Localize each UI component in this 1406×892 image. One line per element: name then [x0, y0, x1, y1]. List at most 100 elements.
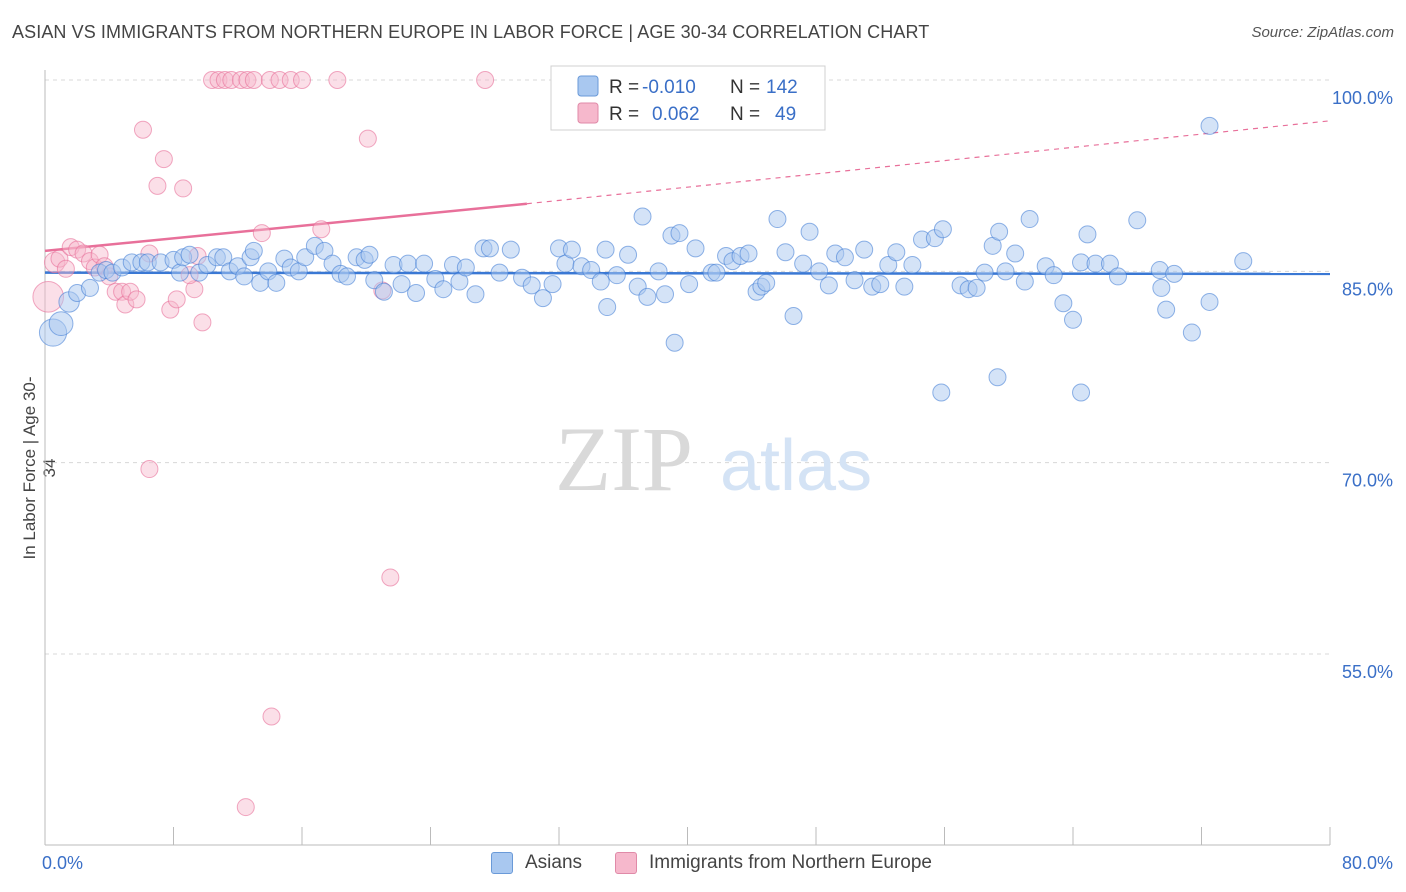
point-immigrants: [148, 176, 167, 195]
x-tick-label-min: 0.0%: [42, 853, 83, 873]
point-immigrants: [80, 252, 99, 271]
point-immigrants: [90, 245, 109, 264]
tick-labels: 55.0% 70.0% 85.0% 100.0% 0.0% 80.0%: [42, 88, 1393, 873]
point-asians: [757, 273, 776, 292]
point-asians: [434, 280, 453, 299]
point-asians: [337, 267, 356, 286]
point-asians: [656, 285, 675, 304]
point-asians: [170, 263, 189, 282]
point-immigrants: [244, 71, 263, 89]
point-immigrants: [203, 71, 222, 89]
bottom-legend-label-immigrants: Immigrants from Northern Europe: [649, 852, 932, 873]
point-asians: [562, 240, 581, 259]
point-immigrants: [328, 71, 347, 89]
y-tick-label: 85.0%: [1342, 279, 1393, 299]
legend: R = -0.010 N = 142 R = 0.062 N = 49: [550, 65, 826, 131]
point-immigrants: [121, 282, 140, 301]
point-immigrants: [140, 460, 159, 479]
legend-n-immigrants: 49: [775, 104, 796, 125]
legend-swatch-asians: [577, 75, 599, 97]
legend-r-label-immigrants: R =: [609, 104, 639, 125]
point-asians: [1182, 323, 1201, 342]
point-asians: [490, 263, 509, 282]
point-asians: [990, 222, 1009, 241]
point-immigrants: [476, 71, 495, 89]
point-asians: [180, 245, 199, 264]
point-immigrants: [167, 290, 186, 309]
legend-n-label-asians: N =: [730, 77, 760, 98]
point-asians: [649, 262, 668, 281]
point-immigrants: [238, 71, 257, 89]
point-asians: [244, 241, 263, 260]
point-asians: [296, 248, 315, 267]
point-asians: [638, 287, 657, 306]
legend-r-label-asians: R =: [609, 77, 639, 98]
point-immigrants: [185, 280, 204, 299]
point-asians: [988, 368, 1007, 387]
point-asians: [686, 239, 705, 258]
point-asians: [1128, 211, 1147, 230]
point-asians: [582, 261, 601, 280]
point-immigrants: [106, 282, 125, 301]
point-asians: [835, 248, 854, 267]
point-immigrants: [236, 798, 255, 817]
trend-line-immigrants-extension: [526, 120, 1331, 205]
point-asians: [855, 240, 874, 259]
y-tick-label: 100.0%: [1332, 88, 1393, 108]
point-asians: [903, 255, 922, 274]
chart-title: ASIAN VS IMMIGRANTS FROM NORTHERN EUROPE…: [12, 22, 930, 42]
source-label: Source: ZipAtlas.com: [1251, 24, 1394, 41]
point-immigrants: [222, 71, 241, 89]
watermark-atlas: atlas: [720, 426, 872, 506]
point-asians: [456, 258, 475, 277]
bottom-legend-swatch-asians: [491, 852, 513, 874]
point-asians: [739, 244, 758, 263]
point-asians: [776, 243, 795, 262]
point-asians: [819, 276, 838, 295]
point-asians: [1054, 294, 1073, 313]
point-immigrants: [293, 71, 311, 89]
point-asians: [392, 275, 411, 294]
legend-r-asians: -0.010: [642, 77, 696, 98]
axes: [44, 70, 1331, 846]
point-asians: [399, 254, 418, 273]
points-asians: [38, 116, 1253, 402]
bottom-legend-swatch-immigrants: [615, 852, 637, 874]
point-immigrants: [260, 71, 279, 89]
point-asians: [967, 278, 986, 297]
point-asians: [596, 240, 615, 259]
legend-n-label-immigrants: N =: [730, 104, 760, 125]
point-asians: [543, 275, 562, 294]
point-immigrants: [74, 244, 93, 263]
point-asians: [360, 245, 379, 264]
point-asians: [768, 210, 787, 229]
point-asians: [1044, 266, 1063, 285]
point-asians: [794, 254, 813, 273]
y-tick-label: 55.0%: [1342, 662, 1393, 682]
point-asians: [80, 278, 99, 297]
point-asians: [374, 282, 393, 301]
bottom-legend-immigrants: Immigrants from Northern Europe: [615, 852, 932, 874]
point-asians: [1157, 300, 1176, 319]
point-immigrants: [133, 120, 152, 139]
point-asians: [235, 267, 254, 286]
point-asians: [1108, 267, 1127, 286]
point-asians: [607, 266, 626, 285]
point-asians: [480, 239, 499, 258]
y-tick-label: 70.0%: [1342, 471, 1393, 491]
point-asians: [1100, 254, 1119, 273]
point-asians: [315, 241, 334, 260]
point-asians: [810, 262, 829, 281]
point-asians: [871, 275, 890, 294]
point-immigrants: [358, 129, 377, 148]
point-immigrants: [161, 300, 180, 319]
point-asians: [267, 273, 286, 292]
point-asians: [879, 255, 898, 274]
point-asians: [1234, 252, 1253, 271]
point-asians: [1165, 264, 1184, 283]
point-asians: [407, 284, 426, 303]
point-immigrants: [127, 290, 146, 309]
point-asians: [522, 276, 541, 295]
point-asians: [598, 298, 617, 317]
